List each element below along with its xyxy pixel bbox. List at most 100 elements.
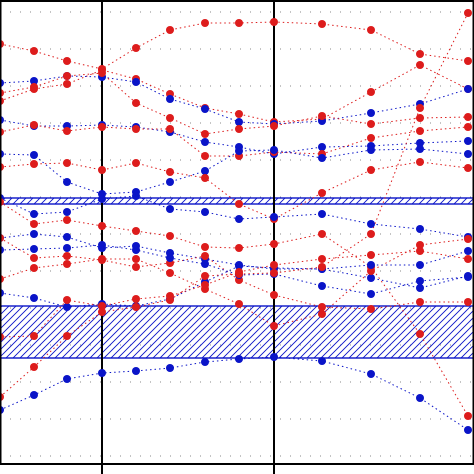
data-point-red (166, 269, 174, 277)
data-point-blue (367, 220, 375, 228)
data-point-blue (201, 105, 209, 113)
data-point-blue (367, 290, 375, 298)
data-point-red (318, 303, 326, 311)
data-point-red (318, 255, 326, 263)
data-point-red (132, 125, 140, 133)
data-point-red (166, 168, 174, 176)
data-point-red (30, 160, 38, 168)
data-point-blue (367, 261, 375, 269)
data-point-red (416, 247, 424, 255)
data-point-red (416, 298, 424, 306)
data-point-blue (416, 261, 424, 269)
data-point-blue (98, 241, 106, 249)
data-point-red (464, 123, 472, 131)
data-point-blue (30, 294, 38, 302)
data-point-blue (416, 277, 424, 285)
data-point-red (367, 267, 375, 275)
data-point-red (270, 269, 278, 277)
data-point-red (367, 88, 375, 96)
data-point-blue (367, 370, 375, 378)
data-point-red (235, 110, 243, 118)
data-point-red (416, 158, 424, 166)
data-point-red (318, 263, 326, 271)
data-point-blue (63, 178, 71, 186)
data-point-blue (63, 233, 71, 241)
data-point-red (132, 255, 140, 263)
data-point-red (30, 83, 38, 91)
data-point-red (63, 80, 71, 88)
data-point-red (235, 300, 243, 308)
data-point-blue (98, 369, 106, 377)
data-point-blue (166, 178, 174, 186)
data-point-red (416, 61, 424, 69)
data-point-blue (30, 230, 38, 238)
data-point-blue (235, 262, 243, 270)
data-point-blue (270, 213, 278, 221)
data-point-blue (416, 145, 424, 153)
data-point-blue (63, 303, 71, 311)
data-point-red (63, 296, 71, 304)
data-point-red (201, 19, 209, 27)
data-point-red (63, 332, 71, 340)
data-point-red (235, 19, 243, 27)
data-point-red (367, 166, 375, 174)
data-point-red (30, 332, 38, 340)
data-point-red (235, 125, 243, 133)
data-point-red (367, 251, 375, 259)
data-point-blue (166, 205, 174, 213)
hatched-band-2 (0, 305, 474, 359)
data-point-red (98, 123, 106, 131)
data-point-blue (464, 85, 472, 93)
data-point-blue (318, 143, 326, 151)
data-point-blue (235, 147, 243, 155)
data-point-blue (63, 208, 71, 216)
data-point-blue (416, 225, 424, 233)
data-point-blue (166, 254, 174, 262)
data-point-red (166, 296, 174, 304)
data-point-blue (270, 353, 278, 361)
data-point-red (63, 216, 71, 224)
data-point-red (30, 363, 38, 371)
data-point-red (63, 252, 71, 260)
data-point-red (63, 127, 71, 135)
data-point-red (132, 303, 140, 311)
data-point-red (30, 121, 38, 129)
data-point-red (235, 270, 243, 278)
data-point-red (270, 261, 278, 269)
data-point-red (166, 232, 174, 240)
data-point-red (464, 113, 472, 121)
data-point-blue (464, 426, 472, 434)
data-point-red (132, 263, 140, 271)
data-point-red (30, 264, 38, 272)
data-point-blue (63, 244, 71, 252)
data-point-blue (270, 146, 278, 154)
data-point-blue (416, 139, 424, 147)
data-point-red (318, 230, 326, 238)
data-point-red (98, 69, 106, 77)
data-point-red (132, 99, 140, 107)
data-point-blue (30, 77, 38, 85)
data-point-blue (318, 210, 326, 218)
data-point-red (132, 295, 140, 303)
data-point-red (201, 174, 209, 182)
data-point-blue (132, 78, 140, 86)
data-point-red (132, 44, 140, 52)
data-point-blue (416, 284, 424, 292)
data-point-blue (30, 245, 38, 253)
data-point-red (201, 272, 209, 280)
data-point-blue (30, 210, 38, 218)
data-point-blue (201, 208, 209, 216)
data-point-blue (367, 109, 375, 117)
data-point-red (270, 240, 278, 248)
data-point-red (270, 291, 278, 299)
data-point-red (98, 302, 106, 310)
data-point-blue (98, 195, 106, 203)
data-point-red (132, 227, 140, 235)
data-point-red (464, 9, 472, 17)
data-point-red (98, 222, 106, 230)
data-point-red (464, 412, 472, 420)
data-point-blue (464, 273, 472, 281)
data-point-red (464, 164, 472, 172)
data-point-red (166, 26, 174, 34)
